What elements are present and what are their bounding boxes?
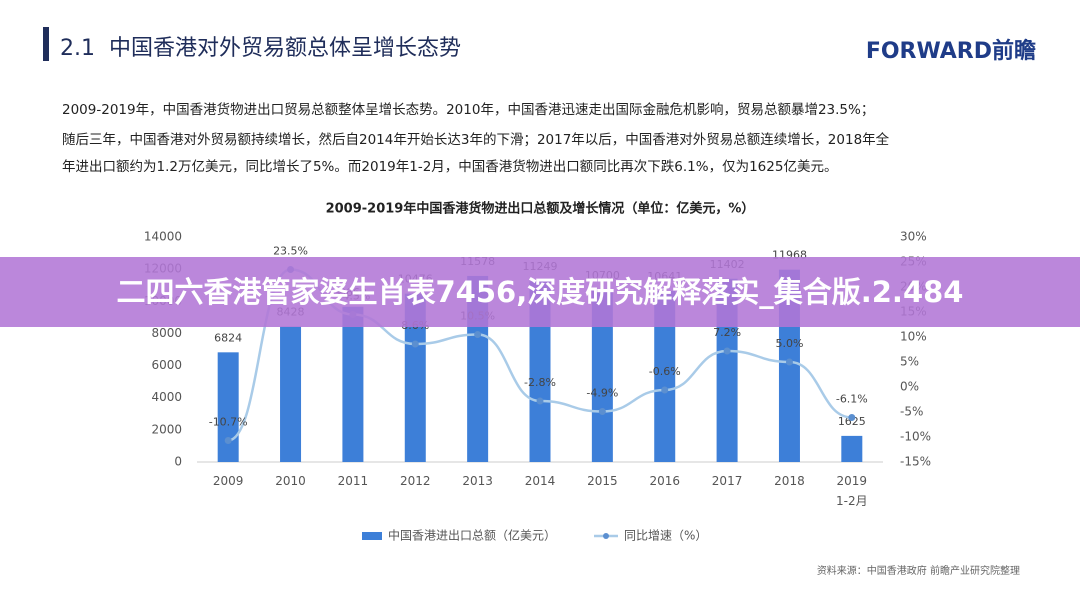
paragraph-line: 年进出口额约为1.2万亿美元，同比增长了5%。而2019年1-2月，中国香港货物…	[62, 159, 838, 175]
line-value-label: 5.0%	[775, 337, 803, 350]
y-tick-label: 6000	[151, 358, 182, 372]
legend-swatch	[362, 532, 382, 540]
bar	[404, 293, 426, 462]
x-tick-label: 2018	[774, 474, 805, 488]
line-marker	[536, 397, 544, 405]
y-tick-label: 4000	[151, 390, 182, 404]
y2-tick-label: -5%	[900, 405, 923, 419]
line-value-label: -2.8%	[524, 376, 556, 389]
line-value-label: -6.1%	[836, 393, 868, 406]
y-tick-label: 0	[174, 455, 182, 469]
line-marker	[723, 347, 731, 355]
chart-title: 2009-2019年中国香港货物进出口总额及增长情况（单位：亿美元，%）	[326, 201, 755, 217]
y2-tick-label: -15%	[900, 455, 931, 469]
line-marker	[848, 414, 856, 421]
logo: FORWARD前瞻	[865, 39, 1036, 64]
x-tick-label: 2012	[399, 474, 431, 488]
banner: 二四六香港管家婆生肖表7456,深度研究解释落实_集合版.2.484	[0, 257, 1080, 327]
line-marker	[224, 437, 232, 444]
x-tick-label: 2013	[462, 474, 493, 488]
title-bar	[43, 27, 49, 61]
source: 资料来源：中国香港政府 前瞻产业研究院整理	[817, 564, 1020, 577]
y2-tick-label: 0%	[900, 380, 919, 394]
line-value-label: 23.5%	[273, 245, 308, 258]
x-tick-label: 2010	[275, 474, 306, 488]
line-marker	[785, 358, 793, 366]
x-tick-label: 2009	[212, 474, 244, 488]
line-marker	[474, 331, 482, 338]
line-value-label: -4.9%	[586, 387, 618, 400]
line-value-label: 7.2%	[713, 326, 741, 339]
line-value-label: -0.6%	[649, 365, 681, 378]
paragraph-line: 随后三年，中国香港对外贸易额持续增长，然后自2014年开始长达3年的下滑；201…	[62, 132, 890, 148]
bar	[342, 306, 364, 462]
y-tick-label: 8000	[151, 326, 182, 340]
line-marker	[661, 386, 669, 394]
bar	[591, 290, 613, 462]
line-marker	[598, 408, 606, 415]
y2-tick-label: 5%	[900, 355, 919, 369]
bar	[280, 326, 302, 462]
paragraph-line: 2009-2019年，中国香港货物进出口贸易总额整体呈增长态势。2010年，中国…	[62, 102, 875, 118]
line-marker	[411, 340, 419, 348]
x-tick-label: 2017	[711, 474, 743, 488]
page-title: 2.1 中国香港对外贸易额总体呈增长态势	[60, 36, 461, 61]
y-tick-label: 14000	[144, 230, 182, 244]
x-tick-label: 2011	[337, 474, 369, 488]
y2-tick-label: 30%	[900, 230, 927, 244]
line-value-label: -10.7%	[209, 416, 248, 429]
y2-tick-label: 10%	[900, 330, 927, 344]
y-tick-label: 2000	[151, 422, 182, 436]
legend-label: 同比增速（%）	[624, 529, 707, 543]
x-tick-label: 2014	[524, 474, 556, 488]
bar	[217, 352, 239, 462]
bar-value-label: 6824	[214, 331, 242, 344]
x-tick-label: 2015	[587, 474, 618, 488]
bar	[654, 290, 676, 462]
x-tick-label: 2016	[649, 474, 680, 488]
y2-tick-label: -10%	[900, 430, 931, 444]
legend-swatch	[603, 533, 609, 539]
bar-value-label: 1625	[838, 415, 866, 428]
legend-label: 中国香港进出口总额（亿美元）	[388, 528, 556, 543]
bar	[841, 435, 863, 462]
x-tick-label: 2019 1-2月	[836, 474, 868, 508]
